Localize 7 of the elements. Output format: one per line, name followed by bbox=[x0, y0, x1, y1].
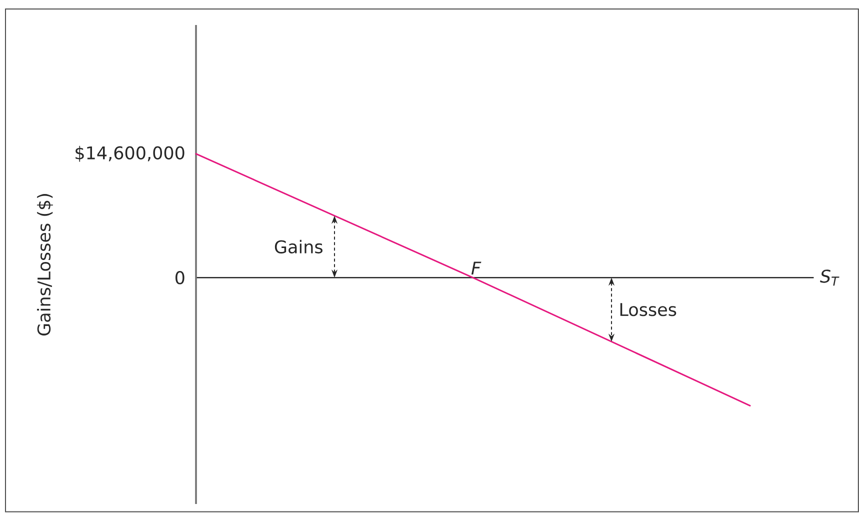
x-axis-title: S$_{T}$ bbox=[820, 270, 840, 286]
annotation: Gains bbox=[274, 240, 322, 254]
x-tick-label: F bbox=[471, 262, 482, 274]
y-tick-label: $14,600,000 bbox=[76, 146, 184, 162]
y-tick-label: 0 bbox=[176, 271, 184, 284]
annotation: Losses bbox=[620, 303, 676, 316]
y-axis-title: Gains/Losses ($) bbox=[37, 194, 53, 336]
